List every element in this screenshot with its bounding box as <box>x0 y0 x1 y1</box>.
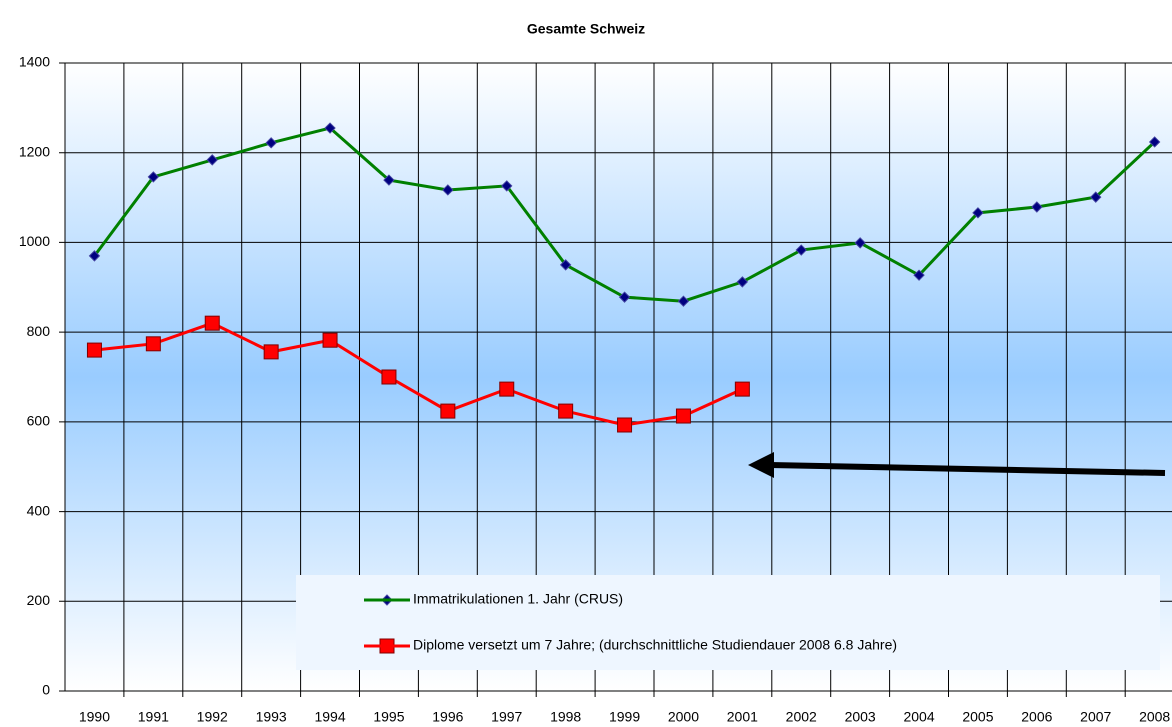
marker <box>736 276 749 288</box>
marker <box>559 259 572 271</box>
legend-label: Immatrikulationen 1. Jahr (CRUS) <box>413 591 623 607</box>
y-tick-label: 1000 <box>19 233 50 249</box>
marker <box>263 344 279 360</box>
x-tick-label: 2002 <box>786 709 817 725</box>
marker <box>1031 201 1043 213</box>
marker <box>265 137 277 149</box>
marker <box>145 336 161 352</box>
chart-title: Gesamte Schweiz <box>527 21 645 37</box>
x-tick-label: 1996 <box>432 709 463 725</box>
y-tick-label: 1400 <box>19 54 50 70</box>
marker <box>499 381 515 397</box>
marker <box>381 369 397 385</box>
marker <box>795 244 807 256</box>
x-tick-label: 1999 <box>609 709 640 725</box>
y-tick-label: 800 <box>27 323 51 339</box>
marker <box>501 180 513 192</box>
x-tick-label: 1994 <box>314 709 345 725</box>
marker <box>618 291 631 303</box>
marker <box>677 295 690 307</box>
marker <box>440 403 456 419</box>
x-tick-label: 1993 <box>256 709 287 725</box>
marker <box>88 250 101 262</box>
marker <box>734 381 750 397</box>
marker <box>972 207 984 219</box>
x-tick-label: 2003 <box>845 709 876 725</box>
marker <box>1148 136 1161 148</box>
x-tick-label: 1990 <box>79 709 110 725</box>
marker <box>86 342 102 358</box>
arrow-shaft <box>769 462 1166 476</box>
x-tick-label: 2007 <box>1080 709 1111 725</box>
marker <box>383 174 395 186</box>
marker <box>854 237 866 249</box>
x-tick-label: 2005 <box>962 709 993 725</box>
marker <box>147 171 160 183</box>
y-tick-label: 600 <box>27 413 51 429</box>
x-tick-label: 1991 <box>138 709 169 725</box>
x-tick-label: 1997 <box>491 709 522 725</box>
marker <box>558 403 574 419</box>
marker <box>322 332 338 348</box>
series-line <box>94 321 743 427</box>
x-tick-label: 2001 <box>727 709 758 725</box>
marker <box>675 408 691 424</box>
marker <box>442 184 454 196</box>
marks <box>86 122 1161 654</box>
x-tick-label: 2006 <box>1021 709 1052 725</box>
marker <box>204 315 220 331</box>
y-tick-label: 200 <box>27 592 51 608</box>
x-tick-label: 2000 <box>668 709 699 725</box>
x-tick-label: 1998 <box>550 709 581 725</box>
marker <box>324 122 336 134</box>
marker <box>1090 191 1102 203</box>
y-tick-label: 0 <box>42 682 50 698</box>
marker <box>617 417 633 433</box>
legend-label: Diplome versetzt um 7 Jahre; (durchschni… <box>413 637 897 653</box>
y-tick-label: 400 <box>27 502 51 518</box>
y-tick-label: 1200 <box>19 143 50 159</box>
marker <box>913 269 925 281</box>
marker <box>206 154 218 166</box>
x-tick-label: 2004 <box>903 709 934 725</box>
x-tick-label: 1995 <box>373 709 404 725</box>
legend-box <box>296 575 1160 670</box>
x-tick-label: 2008 <box>1139 709 1170 725</box>
x-tick-label: 1992 <box>197 709 228 725</box>
arrow-head <box>748 452 774 478</box>
